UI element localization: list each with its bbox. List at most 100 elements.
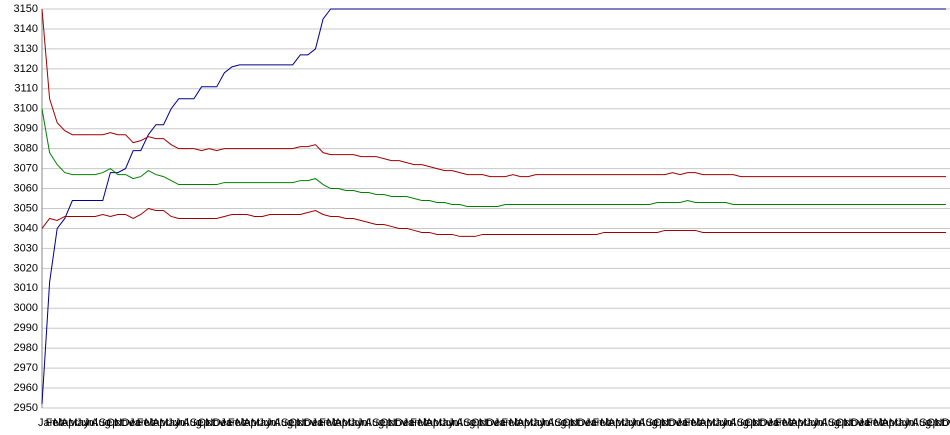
y-tick-label: 2990 <box>14 322 38 334</box>
x-tick-label: Mar <box>509 417 528 429</box>
x-tick-label: Nov <box>752 417 772 429</box>
x-tick-label: Oct <box>653 417 670 429</box>
x-tick-label: Aug <box>365 417 385 429</box>
x-tick-label: Aug <box>820 417 840 429</box>
y-tick-label: 3040 <box>14 222 38 234</box>
x-tick-label: Jul <box>813 417 827 429</box>
x-tick-label: Oct <box>744 417 761 429</box>
x-tick-label: Jul <box>448 417 462 429</box>
x-tick-label: Nov <box>479 417 499 429</box>
y-tick-label: 2960 <box>14 382 38 394</box>
y-tick-label: 3090 <box>14 123 38 135</box>
x-tick-label: Oct <box>106 417 123 429</box>
x-tick-label: May <box>342 417 363 429</box>
series-line <box>41 207 946 237</box>
x-tick-label: Jul <box>722 417 736 429</box>
x-tick-label: Apr <box>243 417 260 429</box>
y-tick-label: 3020 <box>14 262 38 274</box>
x-tick-label: Dec <box>851 417 871 429</box>
x-tick-label: Oct <box>380 417 397 429</box>
x-tick-label: Sep <box>190 417 210 429</box>
x-tick-label: Nov <box>934 417 950 429</box>
y-tick-label: 3100 <box>14 103 38 115</box>
x-tick-label: May <box>160 417 181 429</box>
x-tick-label: Apr <box>517 417 534 429</box>
x-tick-label: Mar <box>600 417 619 429</box>
x-tick-label: Jun <box>258 417 276 429</box>
x-tick-label: Aug <box>273 417 293 429</box>
x-tick-label: Oct <box>836 417 853 429</box>
x-tick-label: Jan <box>858 417 876 429</box>
x-tick-label: Jun <box>896 417 914 429</box>
x-tick-label: Sep <box>919 417 939 429</box>
x-tick-label: Sep <box>463 417 483 429</box>
x-tick-label: Dec <box>942 417 950 429</box>
x-tick-label: Feb <box>593 417 612 429</box>
x-tick-label: Sep <box>555 417 575 429</box>
y-tick-label: 3060 <box>14 182 38 194</box>
x-tick-label: Feb <box>684 417 703 429</box>
x-tick-label: Mar <box>418 417 437 429</box>
x-tick-label: Jan <box>767 417 785 429</box>
x-tick-label: May <box>524 417 545 429</box>
x-tick-label: Oct <box>289 417 306 429</box>
x-tick-label: Mar <box>144 417 163 429</box>
x-tick-label: Mar <box>327 417 346 429</box>
x-tick-label: Nov <box>843 417 863 429</box>
x-tick-label: Jan <box>38 417 56 429</box>
x-tick-label: Feb <box>137 417 156 429</box>
x-tick-label: Mar <box>691 417 710 429</box>
x-tick-label: Jul <box>175 417 189 429</box>
x-tick-label: Dec <box>395 417 415 429</box>
y-tick-label: 3030 <box>14 242 38 254</box>
x-tick-label: Sep <box>828 417 848 429</box>
x-tick-label: Dec <box>577 417 597 429</box>
x-tick-label: Jul <box>84 417 98 429</box>
x-tick-label: Jan <box>129 417 147 429</box>
x-tick-label: Apr <box>334 417 351 429</box>
x-tick-label: Dec <box>304 417 324 429</box>
y-tick-label: 3120 <box>14 63 38 75</box>
x-tick-label: May <box>68 417 89 429</box>
x-tick-label: Apr <box>881 417 898 429</box>
x-tick-label: Mar <box>53 417 72 429</box>
x-tick-label: Jun <box>714 417 732 429</box>
x-tick-label: Jul <box>539 417 553 429</box>
series-line <box>41 8 946 178</box>
x-tick-label: Mar <box>874 417 893 429</box>
x-tick-label: Dec <box>760 417 780 429</box>
x-tick-label: Nov <box>114 417 134 429</box>
y-tick-label: 3080 <box>14 143 38 155</box>
x-tick-label: Mar <box>782 417 801 429</box>
x-tick-label: Jun <box>441 417 459 429</box>
x-tick-label: Oct <box>471 417 488 429</box>
y-tick-label: 2950 <box>14 402 38 414</box>
y-tick-label: 3000 <box>14 302 38 314</box>
x-tick-label: Sep <box>99 417 119 429</box>
x-tick-label: Nov <box>205 417 225 429</box>
x-tick-label: Apr <box>790 417 807 429</box>
series-line <box>41 8 946 405</box>
x-tick-label: Aug <box>91 417 111 429</box>
x-tick-label: Aug <box>456 417 476 429</box>
x-tick-label: Apr <box>152 417 169 429</box>
x-tick-label: Dec <box>486 417 506 429</box>
x-tick-label: Aug <box>182 417 202 429</box>
y-tick-label: 3130 <box>14 43 38 55</box>
x-tick-label: Jan <box>494 417 512 429</box>
x-tick-label: Aug <box>912 417 932 429</box>
x-tick-label: Apr <box>61 417 78 429</box>
x-tick-label: Feb <box>319 417 338 429</box>
y-tick-label: 3010 <box>14 282 38 294</box>
x-tick-label: Feb <box>46 417 65 429</box>
x-tick-label: Jun <box>167 417 185 429</box>
x-tick-label: Aug <box>638 417 658 429</box>
x-tick-label: Jan <box>311 417 329 429</box>
x-tick-label: Feb <box>410 417 429 429</box>
x-tick-label: Oct <box>198 417 215 429</box>
x-tick-label: Feb <box>228 417 247 429</box>
y-tick-label: 2980 <box>14 342 38 354</box>
x-tick-label: Nov <box>570 417 590 429</box>
x-tick-label: Jun <box>76 417 94 429</box>
